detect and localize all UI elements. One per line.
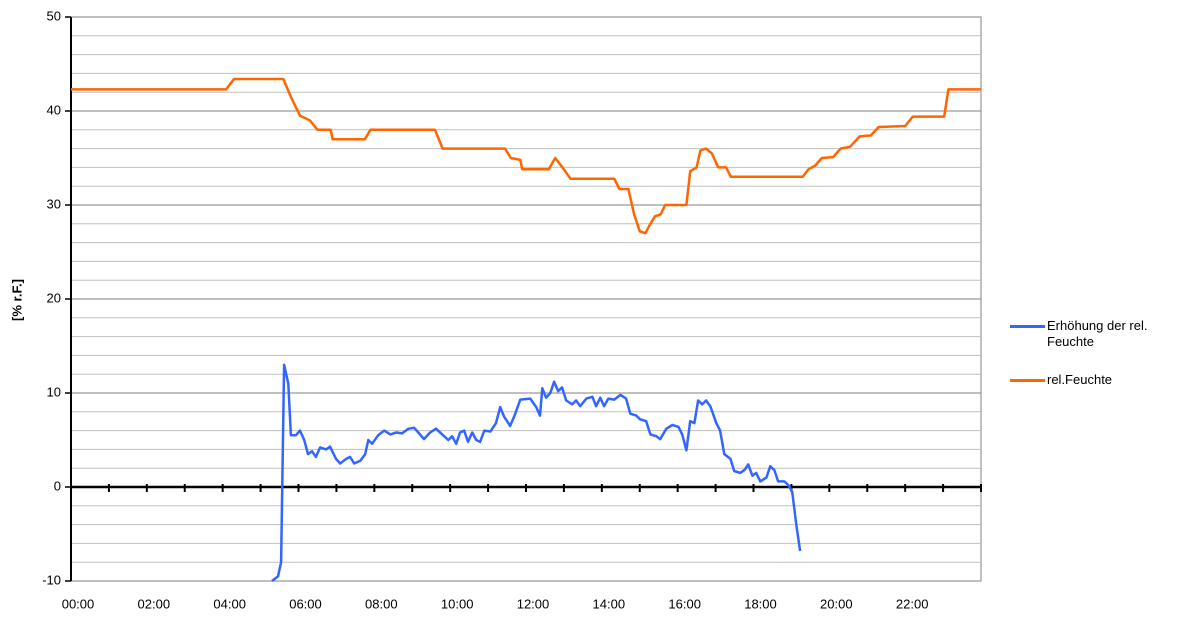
x-tick-label: 12:00 — [517, 596, 550, 611]
legend: Erhöhung der rel. Feuchte rel.Feuchte — [1010, 318, 1160, 410]
legend-item: rel.Feuchte — [1010, 372, 1157, 388]
legend-label: rel.Feuchte — [1047, 372, 1113, 387]
legend-swatch — [1010, 325, 1045, 328]
x-tick-label: 16:00 — [668, 596, 701, 611]
y-tick-label: 40 — [47, 102, 61, 117]
y-tick-label: -10 — [42, 572, 61, 587]
x-tick-label: 14:00 — [593, 596, 626, 611]
x-tick-label: 10:00 — [441, 596, 474, 611]
series-line — [71, 77, 981, 235]
x-tick-label: 04:00 — [213, 596, 246, 611]
x-tick-label: 22:00 — [896, 596, 929, 611]
legend-item: Erhöhung der rel. Feuchte — [1010, 318, 1157, 350]
x-tick-label: 08:00 — [365, 596, 398, 611]
y-tick-label: 10 — [47, 384, 61, 399]
legend-swatch — [1010, 379, 1045, 382]
y-axis-label: [% r.F.] — [9, 279, 24, 321]
x-tick-label: 18:00 — [744, 596, 777, 611]
x-tick-label: 20:00 — [820, 596, 853, 611]
x-tick-label: 06:00 — [289, 596, 322, 611]
legend-label: Erhöhung der rel. Feuchte — [1047, 318, 1148, 349]
x-tick-label: 02:00 — [138, 596, 171, 611]
y-tick-label: 0 — [54, 478, 61, 493]
y-tick-label: 30 — [47, 196, 61, 211]
series-line — [271, 363, 802, 582]
y-tick-label: 20 — [47, 290, 61, 305]
y-tick-label: 50 — [47, 8, 61, 23]
x-tick-label: 00:00 — [62, 596, 95, 611]
